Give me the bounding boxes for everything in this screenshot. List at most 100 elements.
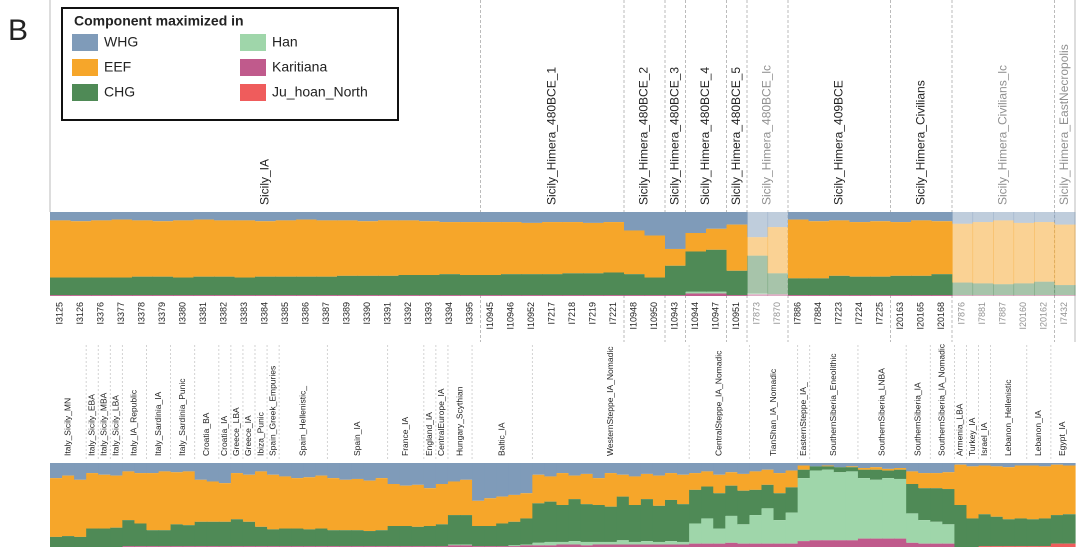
sample-label: I3395 <box>465 302 475 325</box>
bar-segment <box>785 463 799 471</box>
sample-label: I3384 <box>260 302 270 325</box>
bar-segment <box>214 295 236 296</box>
bar-segment <box>375 463 389 479</box>
bar-segment <box>749 463 763 472</box>
bar-segment <box>387 463 401 484</box>
bar-segment <box>315 546 328 547</box>
sample-label: I10943 <box>670 302 680 330</box>
bar-segment <box>628 544 642 547</box>
bar-segment <box>785 543 799 547</box>
bar-segment <box>339 546 353 547</box>
bar-segment <box>833 540 847 547</box>
bar-segment <box>242 463 256 475</box>
sample-label: I7224 <box>854 302 864 325</box>
bar-segment <box>993 220 1015 285</box>
population-label: CentralEurope_IA <box>436 388 446 456</box>
bar-segment <box>74 479 87 537</box>
bar-segment <box>242 521 256 547</box>
bar-segment <box>1014 465 1028 519</box>
bar-segment <box>158 546 172 547</box>
bar-segment <box>50 295 72 296</box>
sample-label: I3382 <box>219 302 229 325</box>
bar-segment <box>972 212 994 223</box>
bar-segment <box>592 463 606 479</box>
bar-segment <box>214 220 236 277</box>
bar-segment <box>337 220 359 276</box>
bar-segment <box>255 276 277 296</box>
bar-segment <box>644 212 666 236</box>
bar-segment <box>419 221 441 275</box>
bar-segment <box>399 463 413 486</box>
sample-label: I20160 <box>1018 302 1028 330</box>
bar-segment <box>930 521 943 544</box>
bar-segment <box>480 222 502 275</box>
legend-swatch <box>72 84 98 101</box>
bar-segment <box>255 546 268 547</box>
bar-segment <box>894 463 907 469</box>
bar-segment <box>1062 543 1076 547</box>
population-label: SouthernSiberia_Eneolithic <box>828 353 838 456</box>
bar-segment <box>327 546 341 547</box>
bar-segment <box>532 542 546 546</box>
sample-label: I7887 <box>998 302 1008 325</box>
bar-segment <box>918 463 931 474</box>
bar-segment <box>592 541 606 545</box>
bar-segment <box>797 541 811 547</box>
bar-segment <box>952 223 974 283</box>
bar-segment <box>134 473 148 524</box>
bar-segment <box>1013 212 1035 223</box>
bar-segment <box>845 540 859 547</box>
bar-segment <box>713 474 726 494</box>
bar-segment <box>1054 285 1076 296</box>
population-label: Croatia_IA <box>219 416 229 456</box>
bar-segment <box>351 530 365 547</box>
bar-segment <box>870 295 892 296</box>
bar-segment <box>978 465 992 515</box>
bar-segment <box>316 212 338 221</box>
bar-segment <box>375 546 389 547</box>
bar-segment <box>423 526 437 547</box>
bar-segment <box>86 528 99 547</box>
bar-segment <box>677 544 690 547</box>
group-label: Sicily_Himera_409BCE <box>831 80 845 205</box>
bar-segment <box>767 273 789 295</box>
bar-segment <box>378 275 400 296</box>
bar-segment <box>520 545 533 547</box>
legend-title: Component maximized in <box>74 13 244 29</box>
bar-segment <box>460 222 482 275</box>
bar-segment <box>158 530 172 547</box>
bar-segment <box>1026 519 1040 547</box>
bar-segment <box>644 277 666 296</box>
bar-segment <box>419 212 441 222</box>
bar-segment <box>447 481 461 516</box>
population-label: Spain_Greek_Empuries <box>267 366 277 456</box>
bar-segment <box>423 488 437 526</box>
bar-segment <box>870 221 892 277</box>
bar-segment <box>194 521 208 547</box>
bar-segment <box>894 469 907 479</box>
bar-segment <box>460 515 473 545</box>
bar-segment <box>234 212 256 221</box>
bar-segment <box>303 477 316 530</box>
bar-segment <box>870 276 892 296</box>
bar-segment <box>111 277 133 296</box>
bar-segment <box>966 463 980 467</box>
sample-label: I20168 <box>936 302 946 330</box>
bar-segment <box>952 282 974 296</box>
bar-segment <box>296 219 318 277</box>
bar-segment <box>747 294 769 296</box>
bar-segment <box>857 469 871 479</box>
bar-segment <box>833 467 847 473</box>
bar-segment <box>357 295 379 296</box>
bar-segment <box>520 463 533 494</box>
bar-segment <box>544 476 558 502</box>
bar-segment <box>170 472 184 525</box>
bar-segment <box>303 546 316 547</box>
sample-label: I7218 <box>567 302 577 325</box>
panel-letter: B <box>8 14 28 47</box>
group-label: Sicily_Himera_480BCE_1 <box>544 67 558 205</box>
bar-segment <box>747 293 769 295</box>
bar-segment <box>122 546 136 547</box>
bar-segment <box>98 463 111 475</box>
bar-segment <box>255 463 268 472</box>
